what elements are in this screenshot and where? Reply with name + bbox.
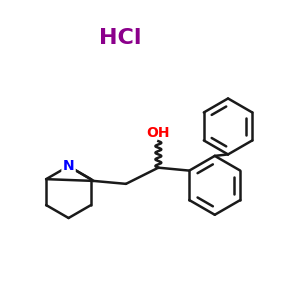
Text: N: N (63, 159, 74, 173)
Text: OH: OH (147, 126, 170, 140)
Text: HCl: HCl (99, 28, 142, 48)
